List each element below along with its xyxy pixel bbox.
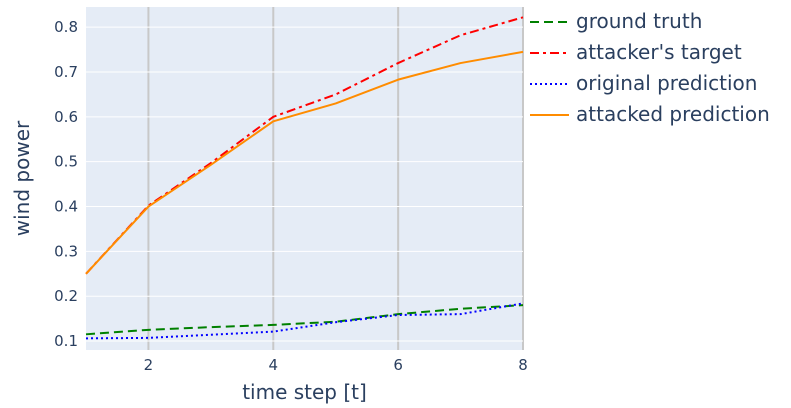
x-tick-label: 2 [144,356,154,374]
y-axis-title: wind power [10,120,34,236]
series-line [85,304,524,336]
plot-area [86,7,523,350]
x-tick-label: 6 [393,356,403,374]
x-axis-title: time step [t] [242,380,367,404]
y-tick-label: 0.8 [54,18,78,36]
y-tick-label: 0.3 [54,242,78,260]
legend-label: ground truth [576,9,702,33]
x-tick-label: 8 [518,356,528,374]
legend-label: attacker's target [576,40,742,64]
x-tick-label: 4 [269,356,279,374]
x-axis-ticks: 2 4 6 8 [144,356,528,374]
series-lines [85,16,524,340]
legend-label: attacked prediction [576,102,770,126]
y-tick-label: 0.7 [54,63,78,81]
legend-label: original prediction [576,71,757,95]
series-line [85,50,524,275]
y-tick-label: 0.2 [54,287,78,305]
y-tick-label: 0.5 [54,153,78,171]
y-tick-label: 0.6 [54,108,78,126]
y-tick-label: 0.4 [54,198,78,216]
series-line [85,302,524,340]
legend: ground truth attacker's target original pr… [530,9,770,126]
y-tick-label: 0.1 [54,332,78,350]
y-axis-ticks: 0.1 0.2 0.3 0.4 0.5 0.6 0.7 0.8 [54,18,78,350]
